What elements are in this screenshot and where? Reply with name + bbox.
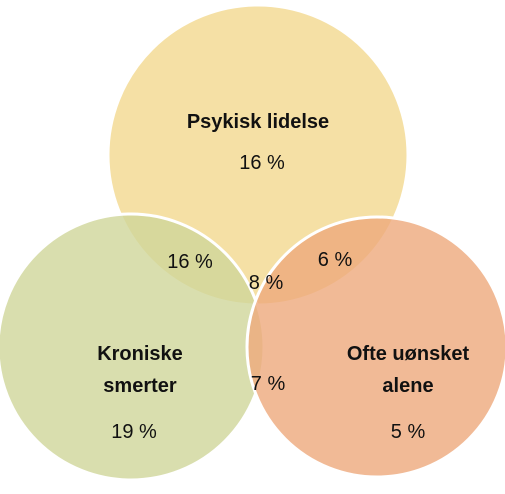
set-name: Ofte uønsket alene [346,343,470,397]
set-value: 5 % [390,421,426,443]
set-name: Psykisk lidelse [186,111,330,133]
overlap-value: 8 % [248,272,284,294]
overlap-value: 7 % [250,373,286,395]
overlap-value: 16 % [167,251,213,273]
overlap-value: 6 % [317,249,353,271]
set-value: 19 % [111,421,157,443]
set-circle [245,215,505,479]
set-name: Kroniske smerter [97,343,183,397]
set-value: 16 % [239,152,285,174]
